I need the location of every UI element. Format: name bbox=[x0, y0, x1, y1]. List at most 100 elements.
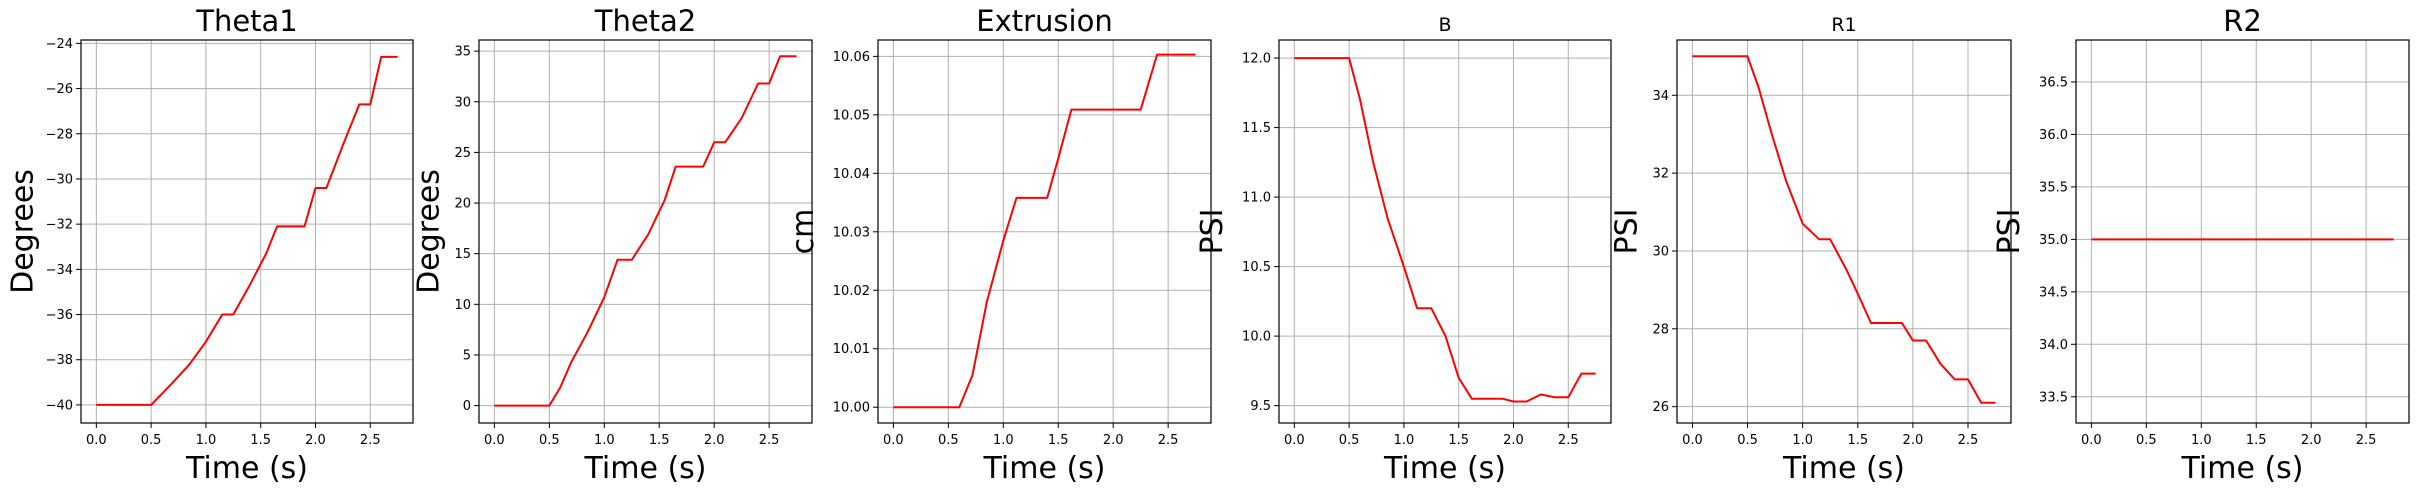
y-tick-label: 25 bbox=[454, 146, 471, 161]
panel-theta2: 0.0 0.5 1.0 1.5 2.0 2.5 0 5 10 15 20 25 30 35 Theta2 Ti… bbox=[412, 4, 813, 486]
x-tick-label: 0.5 bbox=[2136, 433, 2157, 448]
y-tick-label: 34 bbox=[1652, 89, 1669, 104]
x-tick-label: 1.0 bbox=[1394, 433, 1415, 448]
x-tick-label: 0.0 bbox=[1284, 433, 1305, 448]
axes-frame bbox=[80, 39, 414, 424]
x-tick-label: 0.0 bbox=[86, 433, 107, 448]
panel-r1: 0.0 0.5 1.0 1.5 2.0 2.5 26 28 30 32 34 R1 Time (s) PS… bbox=[1610, 14, 2012, 486]
y-tick-label: 0 bbox=[463, 399, 471, 414]
x-axis-label: Time (s) bbox=[1383, 451, 1506, 486]
y-tick-label: 34.0 bbox=[2039, 338, 2068, 353]
y-tick-label: −38 bbox=[46, 353, 73, 368]
x-tick-label: 1.5 bbox=[2246, 433, 2267, 448]
x-tick-label: 1.0 bbox=[594, 433, 615, 448]
x-tick-label: 1.0 bbox=[1792, 433, 1813, 448]
x-tick-label: 1.5 bbox=[1448, 433, 1469, 448]
x-tick-label: 2.5 bbox=[1958, 433, 1979, 448]
y-tick-label: −32 bbox=[46, 218, 73, 233]
y-tick-label: 10.00 bbox=[833, 401, 870, 416]
y-tick-label: 20 bbox=[454, 197, 471, 212]
x-axis-label: Time (s) bbox=[2181, 451, 2304, 486]
y-tick-label: 10.0 bbox=[1242, 330, 1271, 345]
y-tick-label: −26 bbox=[46, 82, 73, 97]
x-tick-label: 2.0 bbox=[1903, 433, 1924, 448]
x-axis-label: Time (s) bbox=[1782, 451, 1905, 486]
y-tick-label: 9.5 bbox=[1250, 399, 1271, 414]
y-axis-label: PSI bbox=[1195, 209, 1230, 255]
x-tick-label: 2.0 bbox=[1103, 433, 1124, 448]
x-tick-label: 0.5 bbox=[539, 433, 560, 448]
x-axis-label: Time (s) bbox=[983, 451, 1106, 486]
x-tick-label: 2.0 bbox=[1503, 433, 1524, 448]
chart-title: B bbox=[1438, 14, 1451, 36]
y-tick-label: 35.0 bbox=[2039, 233, 2068, 248]
axes-frame bbox=[1278, 39, 1612, 424]
y-tick-label: 30 bbox=[454, 95, 471, 110]
x-tick-label: 1.0 bbox=[2191, 433, 2212, 448]
y-tick-label: −40 bbox=[46, 398, 73, 413]
axes-frame bbox=[478, 39, 813, 424]
y-tick-label: 5 bbox=[463, 348, 471, 363]
x-tick-label: 2.5 bbox=[1158, 433, 1179, 448]
x-tick-label: 2.5 bbox=[1558, 433, 1579, 448]
data-line bbox=[1294, 57, 1596, 403]
y-tick-label: 35 bbox=[454, 45, 471, 60]
y-tick-label: 10.02 bbox=[833, 284, 870, 299]
y-tick-label: 35.5 bbox=[2039, 180, 2068, 195]
axes-frame bbox=[1676, 39, 2012, 424]
y-tick-label: 10.06 bbox=[833, 50, 870, 65]
y-axis-label: PSI bbox=[1992, 209, 2027, 255]
y-axis-label: Degrees bbox=[412, 169, 447, 294]
y-axis-label: Degrees bbox=[5, 169, 40, 294]
y-tick-label: 10.5 bbox=[1242, 260, 1271, 275]
y-tick-label: 11.5 bbox=[1242, 121, 1271, 136]
x-tick-label: 1.5 bbox=[250, 433, 271, 448]
y-tick-label: 32 bbox=[1652, 167, 1669, 182]
x-axis-label: Time (s) bbox=[185, 451, 308, 486]
x-tick-label: 0.0 bbox=[1682, 433, 1703, 448]
y-tick-label: 36.5 bbox=[2039, 75, 2068, 90]
x-tick-label: 0.0 bbox=[484, 433, 505, 448]
x-axis-label: Time (s) bbox=[584, 451, 707, 486]
y-tick-label: 10.05 bbox=[833, 108, 870, 123]
y-tick-label: −30 bbox=[46, 172, 73, 187]
data-line bbox=[494, 55, 797, 407]
y-tick-label: 12.0 bbox=[1242, 52, 1271, 67]
axes-frame bbox=[2075, 39, 2410, 424]
panel-extrusion: 0.0 0.5 1.0 1.5 2.0 2.5 10.00 10.01 10.02 10.03 10… bbox=[786, 4, 1212, 486]
y-tick-label: 34.5 bbox=[2039, 285, 2068, 300]
x-tick-label: 0.5 bbox=[938, 433, 959, 448]
y-tick-label: −28 bbox=[46, 127, 73, 142]
x-tick-label: 2.5 bbox=[759, 433, 780, 448]
data-line bbox=[1692, 55, 1996, 404]
x-tick-label: 1.0 bbox=[196, 433, 217, 448]
y-tick-label: 15 bbox=[454, 247, 471, 262]
y-axis-label: PSI bbox=[1610, 209, 1645, 255]
panel-b: 0.0 0.5 1.0 1.5 2.0 2.5 9.5 10.0 10.5 11.0 11.5 12.… bbox=[1195, 14, 1612, 486]
x-tick-label: 2.0 bbox=[704, 433, 725, 448]
y-tick-label: −36 bbox=[46, 308, 73, 323]
y-tick-label: 28 bbox=[1652, 322, 1669, 337]
x-tick-label: 0.5 bbox=[1339, 433, 1360, 448]
x-tick-label: 2.0 bbox=[2301, 433, 2322, 448]
x-tick-label: 2.5 bbox=[2356, 433, 2377, 448]
chart-title: R2 bbox=[2223, 4, 2262, 38]
x-tick-label: 1.0 bbox=[993, 433, 1014, 448]
x-tick-label: 1.5 bbox=[1048, 433, 1069, 448]
chart-title: R1 bbox=[1831, 14, 1856, 36]
y-tick-label: −34 bbox=[46, 263, 73, 278]
x-tick-label: 0.5 bbox=[141, 433, 162, 448]
x-tick-label: 0.0 bbox=[883, 433, 904, 448]
chart-title: Theta1 bbox=[195, 4, 298, 38]
y-tick-label: 10.03 bbox=[833, 225, 870, 240]
y-tick-label: 10 bbox=[454, 298, 471, 313]
panel-r2: 0.0 0.5 1.0 1.5 2.0 2.5 33.5 34.0 34.5 35.0 35.5 36… bbox=[1992, 4, 2410, 486]
y-axis-label: cm bbox=[786, 209, 821, 255]
chart-title: Theta2 bbox=[594, 4, 697, 38]
data-line bbox=[893, 53, 1196, 409]
y-tick-label: 10.04 bbox=[833, 167, 870, 182]
x-tick-label: 0.5 bbox=[1737, 433, 1758, 448]
y-tick-label: 30 bbox=[1652, 244, 1669, 259]
x-tick-label: 2.0 bbox=[305, 433, 326, 448]
